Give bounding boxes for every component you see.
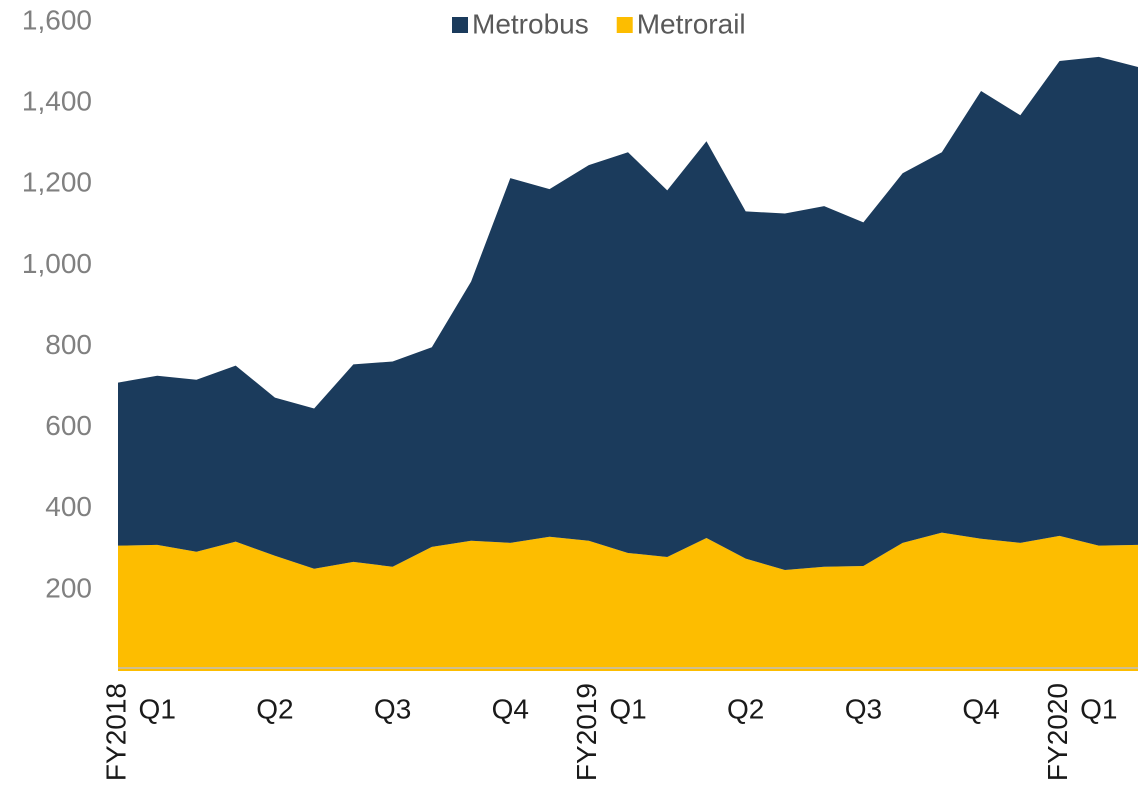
- y-tick-label: 200: [45, 572, 92, 603]
- y-tick-label: 800: [45, 329, 92, 360]
- y-tick-label: 400: [45, 491, 92, 522]
- legend-label: Metrorail: [637, 8, 746, 39]
- x-tick-label: Q2: [256, 693, 293, 724]
- legend-swatch: [616, 17, 633, 33]
- x-tick-label: FY2019: [571, 683, 602, 781]
- y-tick-label: 1,000: [22, 248, 92, 279]
- x-tick-label: Q1: [139, 693, 176, 724]
- area: [118, 56, 1138, 570]
- x-tick-label: Q4: [492, 693, 529, 724]
- y-tick-label: 1,200: [22, 167, 92, 198]
- area: [118, 532, 1138, 671]
- legend-swatch: [452, 17, 468, 33]
- y-tick-label: 1,600: [22, 4, 92, 35]
- legend: Metrobus Metrorail: [452, 8, 746, 39]
- y-tick-label: 1,400: [22, 86, 92, 117]
- x-tick-label: FY2018: [100, 683, 131, 781]
- x-tick-label: Q3: [845, 693, 882, 724]
- x-tick-label: Q3: [374, 693, 411, 724]
- x-tick-label: FY2020: [1042, 683, 1073, 781]
- x-tick-label: Q1: [1080, 693, 1117, 724]
- y-tick-label: 600: [45, 410, 92, 441]
- x-tick-label: Q2: [727, 693, 764, 724]
- x-tick-label: Q1: [609, 693, 646, 724]
- x-tick-label: Q4: [962, 693, 999, 724]
- legend-label: Metrobus: [472, 8, 589, 39]
